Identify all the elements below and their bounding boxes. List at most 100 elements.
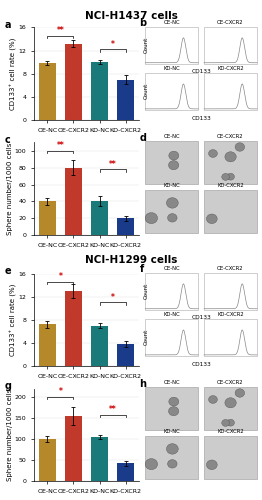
Text: f: f [139, 264, 144, 274]
Text: OE-NC: OE-NC [163, 380, 180, 384]
Bar [117, 344, 134, 366]
Circle shape [206, 460, 217, 469]
Bar [204, 190, 257, 234]
Circle shape [145, 458, 157, 469]
Bar [204, 320, 257, 356]
Text: KD-CXCR2: KD-CXCR2 [217, 429, 244, 434]
Text: CD133: CD133 [192, 362, 212, 368]
Y-axis label: CD133⁺ cell rate (%): CD133⁺ cell rate (%) [10, 284, 17, 356]
Text: **: ** [57, 26, 64, 35]
Text: KD-NC: KD-NC [163, 66, 180, 70]
Circle shape [166, 198, 178, 208]
Text: *: * [111, 40, 114, 49]
Text: KD-CXCR2: KD-CXCR2 [217, 66, 244, 70]
Text: e: e [5, 266, 11, 276]
Text: NCI-H1299 cells: NCI-H1299 cells [85, 255, 177, 265]
Circle shape [168, 160, 179, 170]
Text: KD-NC: KD-NC [163, 312, 180, 316]
Text: Count: Count [144, 36, 149, 52]
Text: OE-CXCR2: OE-CXCR2 [217, 134, 244, 138]
Bar [39, 64, 56, 120]
Circle shape [169, 151, 179, 160]
Circle shape [227, 420, 234, 426]
Text: Count: Count [144, 82, 149, 99]
Bar [117, 218, 134, 235]
Bar [204, 141, 257, 184]
Text: d: d [139, 133, 146, 143]
Circle shape [206, 214, 217, 224]
Bar [145, 387, 198, 430]
Text: KD-CXCR2: KD-CXCR2 [217, 183, 244, 188]
Bar [204, 27, 257, 64]
Bar [65, 44, 82, 120]
Text: CD133: CD133 [192, 315, 212, 320]
Text: **: ** [109, 160, 116, 169]
Circle shape [225, 152, 236, 162]
Circle shape [222, 174, 230, 180]
Circle shape [166, 444, 178, 454]
Circle shape [169, 397, 179, 406]
Text: Count: Count [144, 328, 149, 345]
Text: KD-NC: KD-NC [163, 429, 180, 434]
Circle shape [168, 460, 177, 468]
Bar [91, 62, 108, 120]
Text: NCI-H1437 cells: NCI-H1437 cells [85, 11, 177, 21]
Bar [145, 273, 198, 310]
Circle shape [235, 143, 245, 151]
Text: Count: Count [144, 282, 149, 298]
Circle shape [209, 396, 217, 404]
Bar [204, 387, 257, 430]
Text: KD-CXCR2: KD-CXCR2 [217, 312, 244, 316]
Circle shape [225, 398, 236, 408]
Bar [117, 80, 134, 120]
Text: CD133: CD133 [192, 69, 212, 74]
Bar [204, 273, 257, 310]
Bar [65, 416, 82, 481]
Bar [145, 27, 198, 64]
Y-axis label: CD133⁺ cell rate (%): CD133⁺ cell rate (%) [10, 38, 17, 110]
Text: OE-CXCR2: OE-CXCR2 [217, 20, 244, 24]
Text: CD133: CD133 [192, 116, 212, 121]
Bar [204, 74, 257, 110]
Bar [91, 202, 108, 235]
Text: OE-CXCR2: OE-CXCR2 [217, 380, 244, 384]
Text: *: * [111, 293, 114, 302]
Text: OE-CXCR2: OE-CXCR2 [217, 266, 244, 270]
Circle shape [227, 174, 234, 180]
Circle shape [222, 420, 230, 426]
Bar [91, 437, 108, 481]
Text: **: ** [109, 405, 116, 414]
Text: **: ** [57, 142, 64, 150]
Text: *: * [58, 272, 62, 281]
Bar [145, 320, 198, 356]
Text: KD-NC: KD-NC [163, 183, 180, 188]
Circle shape [235, 389, 245, 397]
Bar [39, 439, 56, 481]
Y-axis label: Sphere number/1000 cells: Sphere number/1000 cells [7, 142, 13, 235]
Text: OE-NC: OE-NC [163, 134, 180, 138]
Circle shape [209, 150, 217, 158]
Bar [39, 324, 56, 366]
Bar [91, 326, 108, 366]
Bar [145, 190, 198, 234]
Bar [145, 141, 198, 184]
Bar [204, 436, 257, 480]
Text: h: h [139, 379, 146, 389]
Text: OE-NC: OE-NC [163, 266, 180, 270]
Text: g: g [5, 381, 12, 391]
Text: b: b [139, 18, 147, 28]
Y-axis label: Sphere number/1000 cells: Sphere number/1000 cells [7, 388, 13, 481]
Circle shape [168, 406, 179, 416]
Text: a: a [5, 20, 11, 30]
Bar [39, 202, 56, 235]
Bar [145, 74, 198, 110]
Bar [65, 168, 82, 235]
Circle shape [145, 212, 157, 224]
Text: c: c [5, 135, 10, 145]
Bar [117, 464, 134, 481]
Bar [65, 291, 82, 366]
Bar [145, 436, 198, 480]
Circle shape [168, 214, 177, 222]
Text: OE-NC: OE-NC [163, 20, 180, 24]
Text: *: * [58, 388, 62, 396]
